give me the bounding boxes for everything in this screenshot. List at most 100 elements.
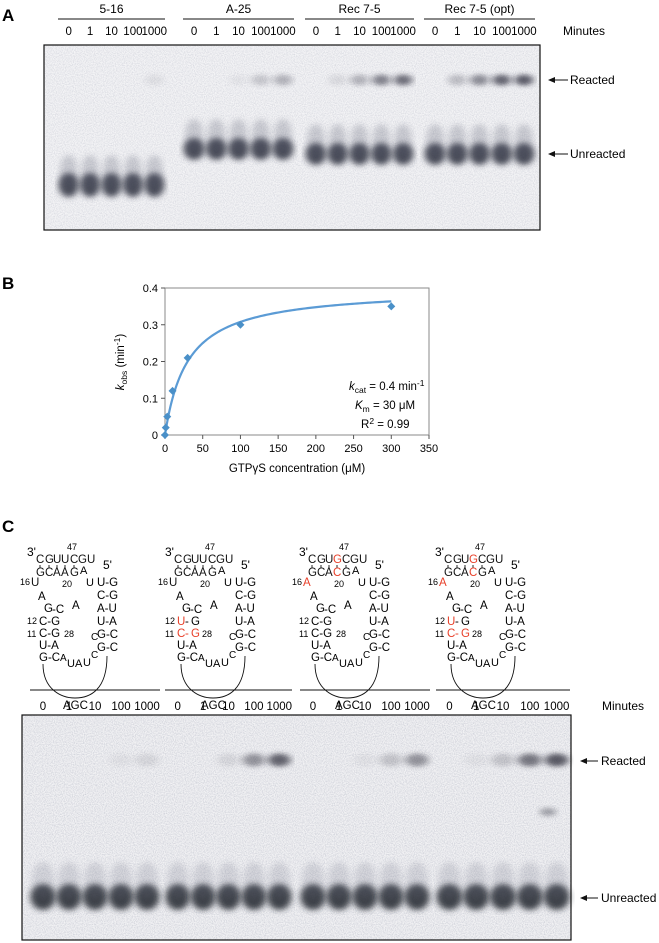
reacted-band	[518, 753, 542, 767]
y-tick-label: 0.3	[143, 320, 158, 332]
nucleotide: U	[61, 554, 69, 566]
time-label: 10	[232, 26, 245, 38]
nucleotide-number: 28	[64, 629, 74, 639]
nucleotide: U	[67, 658, 75, 670]
five-prime-label: 5'	[241, 558, 250, 572]
base-pair: G-C	[447, 652, 468, 664]
nucleotide: G	[461, 616, 470, 628]
x-tick-label: 350	[420, 443, 438, 455]
nucleotide-number: 11	[435, 629, 444, 639]
time-label: 1	[334, 26, 340, 38]
x-tick-label: 300	[382, 443, 400, 455]
base-pair: U-A	[311, 640, 331, 652]
base-pair: G-C	[311, 652, 332, 664]
three-prime-label: 3'	[299, 545, 308, 559]
nucleotide: A	[60, 653, 67, 664]
band-smear	[136, 862, 158, 898]
reacted-band	[328, 74, 347, 86]
band-smear	[145, 155, 163, 187]
nucleotide: G	[486, 554, 495, 566]
base-pair: U-A	[177, 640, 197, 652]
base-pair: G-C	[235, 629, 256, 641]
time-label: 1	[87, 26, 93, 38]
base-pair: A-U	[235, 603, 255, 615]
nucleotide: C	[363, 650, 370, 661]
time-label: 100	[381, 701, 400, 713]
x-tick-label: 150	[269, 443, 287, 455]
loop-arc	[42, 655, 108, 699]
nucleotide: G	[174, 567, 183, 579]
nucleotide: G	[78, 554, 87, 566]
nucleotide: G	[182, 603, 191, 615]
loop-arc	[450, 655, 516, 699]
band-smear	[372, 124, 391, 156]
band-smear	[464, 862, 488, 898]
time-label: 100	[244, 701, 263, 713]
base-pair: C-G	[505, 590, 526, 602]
base-pair: C-G	[311, 616, 332, 628]
nucleotide: G	[183, 554, 192, 566]
nucleotide: C	[45, 567, 53, 579]
base-pair: -C	[190, 604, 202, 616]
reacted-band	[268, 753, 291, 767]
pair-dash: -	[185, 616, 189, 628]
band-smear	[307, 124, 325, 156]
nucleotide-number: 20	[62, 579, 72, 589]
base-pair: G-C	[505, 629, 526, 641]
nucleotide: U	[339, 658, 347, 670]
y-tick-label: 0	[152, 430, 158, 442]
band-smear	[274, 119, 292, 151]
nucleotide: G	[453, 554, 462, 566]
band-smear	[470, 124, 489, 156]
band-smear	[491, 862, 515, 898]
nucleotide: A	[191, 567, 199, 579]
data-point	[236, 320, 245, 329]
time-label: 1000	[134, 701, 160, 713]
panel-c-label: C	[2, 517, 14, 536]
base-pair: U-A	[39, 640, 59, 652]
panel-a-gel	[43, 44, 541, 231]
nucleotide: A	[213, 658, 221, 670]
nucleotide: G	[208, 567, 217, 579]
panel-c-reacted-arrow	[580, 758, 598, 764]
x-tick-label: 250	[344, 443, 362, 455]
x-tick-label: 100	[231, 443, 249, 455]
y-tick-label: 0.1	[143, 393, 158, 405]
time-label: 1000	[544, 701, 570, 713]
time-label: 1000	[267, 701, 293, 713]
nucleotide-number: 11	[165, 629, 174, 639]
y-axis-label: kobs (min-1)	[112, 334, 129, 391]
base-pair: C-G	[97, 590, 118, 602]
nucleotide: G	[342, 567, 351, 579]
reacted-band	[109, 753, 133, 767]
nucleotide: C	[70, 554, 78, 566]
band-smear	[328, 862, 350, 898]
loop-sequence: AGC	[63, 700, 88, 712]
three-prime-label: 3'	[435, 545, 444, 559]
nucleotide: U	[221, 657, 229, 669]
panel-a-unreacted-arrow	[548, 151, 568, 157]
time-label: 1000	[404, 701, 430, 713]
time-label: 1000	[142, 26, 168, 38]
nucleotide: A	[210, 600, 218, 612]
nucleotide: A	[72, 600, 80, 612]
band-smear	[185, 119, 203, 151]
nucleotide-number: 12	[299, 616, 309, 626]
data-point	[161, 431, 169, 439]
nucleotide-number: 20	[470, 579, 480, 589]
time-label: 0	[174, 701, 180, 713]
nucleotide: A	[303, 577, 311, 589]
nucleotide: A	[325, 567, 333, 579]
nucleotide: A	[446, 591, 454, 603]
band-smear	[515, 124, 533, 156]
reacted-band	[464, 753, 488, 767]
nucleotide: C	[174, 554, 182, 566]
base-pair: U-A	[447, 640, 467, 652]
nucleotide: A	[61, 567, 69, 579]
five-prime-label: 5'	[103, 558, 112, 572]
group-label: 5-16	[99, 2, 123, 16]
nucleotide: A	[80, 565, 88, 577]
loop-sequence: AGC	[335, 700, 360, 712]
